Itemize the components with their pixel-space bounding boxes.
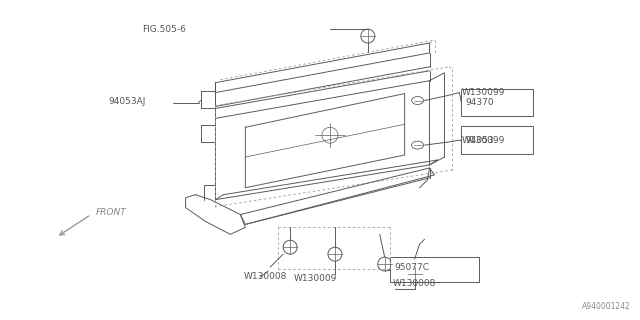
Text: W130008: W130008: [393, 279, 436, 288]
Text: 94370: 94370: [465, 98, 494, 107]
Text: W130008: W130008: [244, 272, 287, 282]
Text: 94053AJ: 94053AJ: [108, 97, 146, 106]
Text: 94053: 94053: [465, 136, 494, 145]
Text: 95077C: 95077C: [395, 263, 429, 272]
Bar: [461, 89, 533, 116]
Text: A940001242: A940001242: [582, 302, 630, 311]
Bar: [461, 126, 533, 154]
Text: W130099: W130099: [461, 88, 505, 97]
Text: FRONT: FRONT: [96, 208, 127, 217]
Text: W130009: W130009: [293, 275, 337, 284]
Text: W130099: W130099: [461, 136, 505, 145]
Text: FIG.505-6: FIG.505-6: [141, 25, 186, 34]
Bar: [390, 257, 479, 282]
